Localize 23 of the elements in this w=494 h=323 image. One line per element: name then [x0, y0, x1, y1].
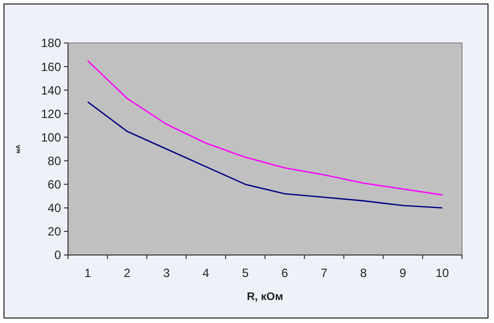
- x-tick-label: 6: [281, 266, 288, 280]
- x-tick-label: 1: [84, 266, 92, 280]
- x-tick-label: 10: [436, 266, 450, 280]
- y-tick-label: 120: [40, 106, 62, 121]
- x-tick-label: 2: [124, 266, 131, 280]
- y-tick-label: 160: [40, 60, 62, 74]
- y-tick-label: 100: [40, 130, 62, 144]
- y-tick-label: 60: [48, 178, 62, 192]
- x-tick-label: 5: [242, 266, 249, 280]
- line-series: [87, 60, 443, 196]
- y-tick-label: 80: [48, 154, 62, 168]
- y-tick-label: 20: [48, 224, 62, 239]
- x-axis-title: R, кОм: [246, 291, 284, 303]
- x-tick-label: 3: [163, 266, 170, 280]
- x-tick-label: 4: [202, 266, 210, 280]
- x-tick-label: 7: [320, 266, 328, 280]
- line-series: [87, 101, 443, 209]
- y-tick-label: 40: [48, 201, 62, 216]
- x-tick-label: 9: [400, 266, 407, 280]
- y-tick-label: 180: [40, 36, 62, 50]
- x-tick-label: 8: [360, 266, 368, 280]
- y-tick-label: 0: [54, 248, 62, 262]
- y-tick-label: 140: [40, 83, 62, 98]
